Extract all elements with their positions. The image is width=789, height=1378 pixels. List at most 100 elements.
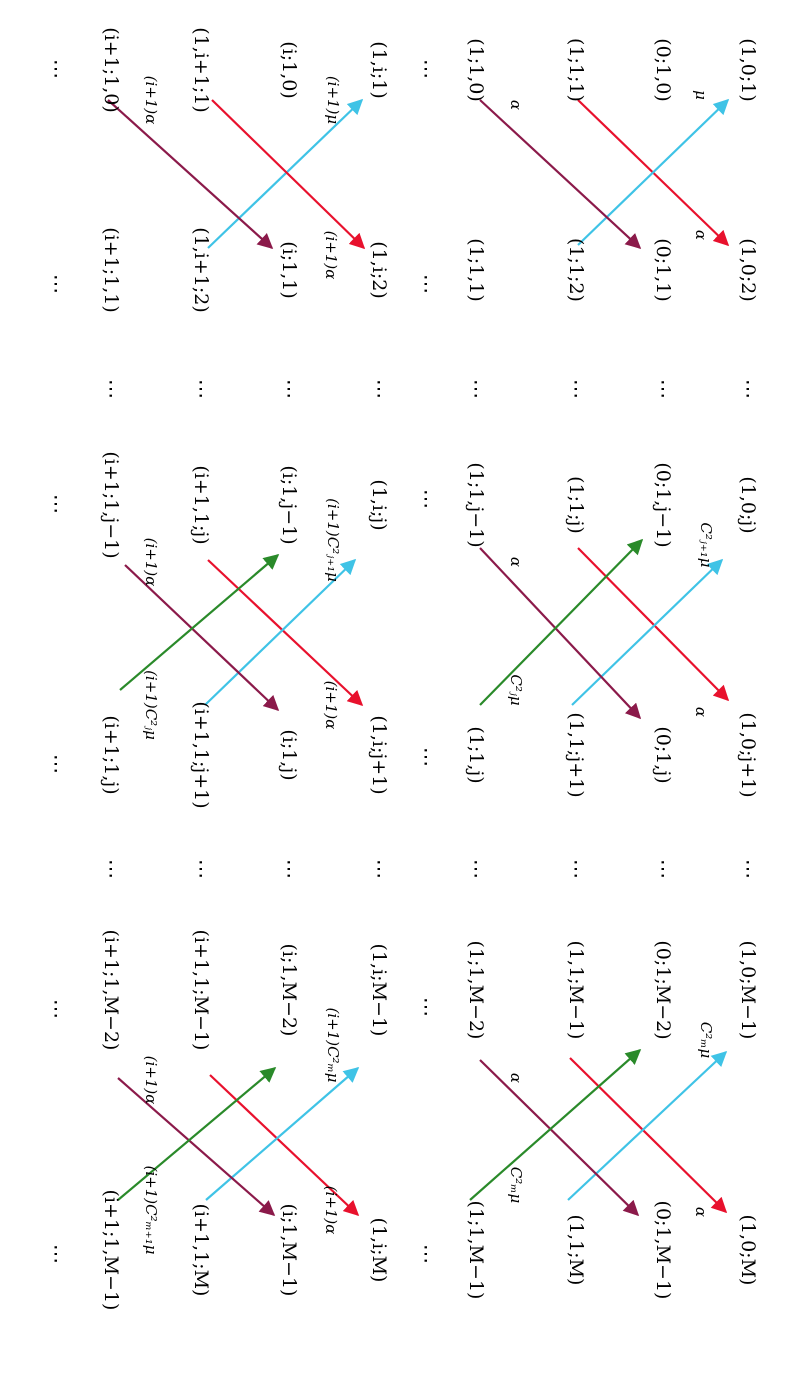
ellipsis: ⋯ <box>565 859 589 881</box>
state-label: (i;1,1) <box>278 241 300 299</box>
state-label: (1;1,M−2) <box>465 941 487 1040</box>
state-label: (0;1,j−1) <box>652 462 674 547</box>
rate-label: C²ⱼ₊₁μ <box>697 522 715 567</box>
rate-label: (i+1)α <box>142 1056 160 1105</box>
ellipsis: ⋯ <box>368 379 392 401</box>
state-label: (0;1,1) <box>652 238 674 302</box>
state-label: (0;1;M−2) <box>652 940 674 1039</box>
state-label: (i+1;1,j) <box>100 715 122 794</box>
rate-label: α <box>692 1207 710 1217</box>
transition-arrow <box>205 1066 360 1201</box>
state-label: (1,0;2) <box>737 238 759 302</box>
state-label: (i+1,1;j) <box>190 465 212 544</box>
transition-arrow <box>479 1059 640 1217</box>
state-label: (1,0;1) <box>737 38 759 102</box>
state-label: (i;1,M−2) <box>278 944 300 1037</box>
transition-arrow <box>117 1077 276 1217</box>
state-label: (1,i+1;1) <box>190 27 212 113</box>
ellipsis: ⋯ <box>465 859 489 881</box>
state-label: (1,1;j+1) <box>565 712 587 797</box>
state-label: (1,0;j) <box>737 476 759 533</box>
state-label: (1;1,j−1) <box>465 462 487 547</box>
rate-label: α <box>507 557 525 567</box>
ellipsis: ⋯ <box>737 859 761 881</box>
ellipsis: ⋯ <box>465 379 489 401</box>
state-label: (i+1;1,j−1) <box>100 451 122 558</box>
ellipsis: ⋯ <box>45 1244 69 1266</box>
rate-label: α <box>692 707 710 717</box>
state-label: (1;1,0) <box>465 38 487 102</box>
ellipsis: ⋯ <box>415 747 439 769</box>
ellipsis: ⋯ <box>415 1244 439 1266</box>
ellipsis: ⋯ <box>415 997 439 1019</box>
ellipsis: ⋯ <box>190 379 214 401</box>
rate-labels: μ α α (i+1)μ (i+1)α (i+1)α C²ⱼ₊₁μ α α C²ⱼμ (i+1)C²… <box>142 76 715 1255</box>
state-label: (1,i;j) <box>368 479 390 530</box>
state-label: (1;1;j) <box>565 476 587 534</box>
state-label: (i+1;1,M−2) <box>100 930 122 1051</box>
state-label: (0;1,0) <box>652 38 674 102</box>
rate-label: μ <box>692 90 710 100</box>
ellipses: ⋯ ⋯ ⋯ ⋯ ⋯ ⋯ ⋯ ⋯ ⋯ ⋯ ⋯ ⋯ ⋯ ⋯ ⋯ ⋯ ⋯ ⋯ ⋯ ⋯ ⋯ ⋯ ⋯ ⋯ ⋯ ⋯ ⋯ ⋯ <box>45 59 761 1266</box>
state-label: (i+1;1,1) <box>100 227 122 313</box>
state-label: (1;1;1) <box>565 38 587 102</box>
ellipsis: ⋯ <box>100 859 124 881</box>
state-label: (1;1,M−1) <box>465 1201 487 1300</box>
ellipsis: ⋯ <box>45 494 69 516</box>
state-label: (1;1,1) <box>465 238 487 302</box>
state-label: (1,i+1;2) <box>190 227 212 313</box>
state-label: (0;1,M−1) <box>652 1201 674 1300</box>
state-label: (i;1,0) <box>278 41 300 99</box>
transition-arrow <box>124 564 280 712</box>
state-label: (1;1,j) <box>465 726 487 783</box>
state-label: (i+1,1;j+1) <box>190 701 212 808</box>
transition-arrow <box>479 99 642 250</box>
transition-arrows <box>107 98 730 1217</box>
rate-label: (i+1)α <box>322 231 340 280</box>
state-label: (i+1,1;M) <box>190 1204 212 1297</box>
rate-label: α <box>507 1073 525 1083</box>
transition-arrow <box>117 1067 277 1201</box>
transition-arrow <box>569 1057 728 1214</box>
rate-label: C²ⱼμ <box>507 674 525 705</box>
state-label: (1,i;M) <box>368 1218 390 1283</box>
transition-arrow <box>119 553 280 691</box>
transition-arrow <box>479 538 644 706</box>
state-label: (i;1,j) <box>278 729 300 780</box>
rate-label: C²ₘμ <box>697 1022 715 1058</box>
ellipsis: ⋯ <box>278 379 302 401</box>
transition-arrow <box>577 547 730 702</box>
state-label: (i+1;1,M−1) <box>100 1190 122 1311</box>
transition-arrow <box>469 1048 642 1201</box>
ellipsis: ⋯ <box>45 999 69 1021</box>
ellipsis: ⋯ <box>45 754 69 776</box>
state-label: (i;1,j−1) <box>278 465 300 544</box>
state-labels: (1,0;1) (0;1,0) (1;1;1) (1;1,0) (1,i;1) (i;1,… <box>100 27 759 1310</box>
ellipsis: ⋯ <box>415 274 439 296</box>
state-label: (i+1;1,0) <box>100 27 122 113</box>
rate-label: (i+1)C²ⱼ₊₁μ <box>324 498 342 582</box>
transition-arrow <box>567 1050 728 1201</box>
rate-label: α <box>507 100 525 110</box>
rate-label: C²ₘμ <box>507 1167 525 1203</box>
ellipsis: ⋯ <box>190 859 214 881</box>
transition-arrow <box>207 98 364 249</box>
rate-label: (i+1)μ <box>324 76 342 124</box>
ellipsis: ⋯ <box>368 859 392 881</box>
transition-arrow <box>479 547 642 720</box>
state-label: (0;1,j) <box>652 726 674 783</box>
state-label: (1,1;M−1) <box>565 941 587 1040</box>
rate-label: (i+1)C²ⱼμ <box>142 670 160 740</box>
ellipsis: ⋯ <box>100 379 124 401</box>
state-label: (i+1,1;M−1) <box>190 930 212 1051</box>
state-label: (1,i;j+1) <box>368 715 390 794</box>
ellipsis: ⋯ <box>565 379 589 401</box>
rate-label: α <box>692 230 710 240</box>
state-label: (1,0;M−1) <box>737 941 759 1040</box>
state-label: (1;1;2) <box>565 238 587 302</box>
transition-arrow <box>107 99 274 250</box>
state-label: (1,0;j+1) <box>737 712 759 797</box>
transition-arrow <box>204 558 357 706</box>
transition-arrow <box>209 1074 360 1217</box>
